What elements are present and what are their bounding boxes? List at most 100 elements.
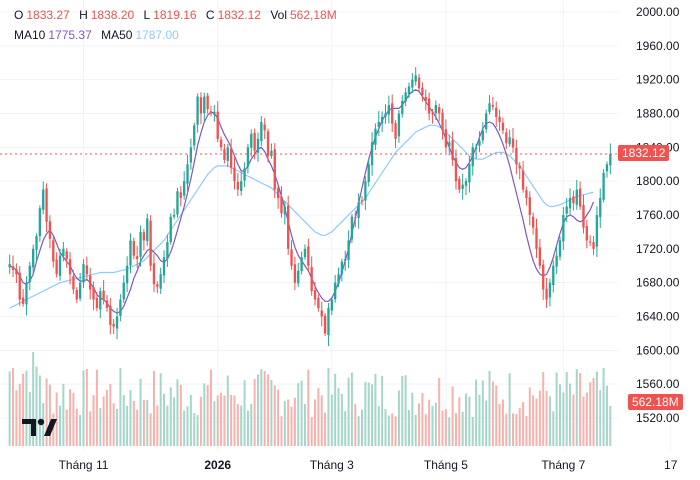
candle-body (592, 242, 595, 249)
candle-body (481, 130, 484, 141)
candle-body (478, 140, 481, 146)
ma50-value: 1787.00 (135, 28, 179, 42)
candle-body (15, 269, 18, 275)
candle-body (58, 255, 62, 276)
candle-body (394, 123, 397, 139)
candle-body (256, 138, 260, 153)
candle-body (555, 255, 558, 267)
volume-bar (491, 381, 494, 446)
volume-bar (488, 370, 491, 446)
volume-bar (337, 388, 340, 446)
volume-label: Vol (270, 8, 287, 22)
volume-bar (210, 369, 213, 446)
volume-bar (166, 405, 169, 446)
low-label: L (143, 8, 151, 22)
volume-bar (582, 396, 585, 446)
tradingview-logo-icon[interactable] (22, 416, 58, 438)
volume-bar (361, 409, 364, 446)
candle-body (354, 217, 357, 219)
candle-body (538, 247, 542, 266)
candle-body (52, 240, 55, 262)
volume-bar (377, 405, 380, 446)
y-tick-label: 1920.00 (636, 73, 680, 87)
volume-bar (45, 378, 48, 446)
candle-body (572, 196, 575, 204)
volume-bars (8, 352, 612, 446)
candle-body (266, 131, 270, 156)
volume-bar (159, 373, 162, 446)
volume-bar (532, 395, 535, 446)
volume-bar (270, 380, 273, 446)
candle-body (384, 113, 387, 117)
volume-bar (38, 375, 41, 446)
volume-bar (179, 384, 182, 446)
volume-bar (267, 374, 270, 446)
volume-bar (75, 408, 78, 446)
candle-body (552, 265, 555, 286)
volume-bar (236, 404, 239, 446)
candle-body (203, 96, 206, 114)
x-tick-label: Tháng 3 (310, 458, 354, 472)
y-axis: 2000.001960.001920.001880.001840.001800.… (636, 5, 680, 425)
volume-bar (99, 407, 102, 446)
candle-body (397, 113, 401, 137)
volume-bar (116, 408, 119, 446)
candle-body (297, 270, 300, 284)
candle-body (136, 256, 139, 259)
candle-body (495, 107, 498, 117)
candle-body (290, 249, 293, 266)
candle-body (471, 147, 474, 167)
volume-bar (381, 375, 384, 446)
volume-bar (230, 394, 233, 446)
candle-body (139, 231, 142, 257)
candle-body (484, 113, 488, 130)
volume-bar (552, 411, 555, 446)
candle-body (599, 198, 602, 218)
candle-body (182, 181, 186, 196)
volume-bar (471, 417, 474, 446)
candle-body (508, 137, 511, 145)
volume-bar (434, 402, 437, 446)
volume-bar (280, 416, 283, 446)
candle-body (431, 112, 434, 114)
candle-body (209, 111, 213, 114)
ma-legend: MA10 1775.37 MA50 1787.00 (14, 28, 179, 42)
candle-body (401, 100, 404, 114)
volume-bar (273, 385, 276, 446)
y-tick-label: 1760.00 (636, 208, 680, 222)
volume-bar (89, 411, 92, 446)
volume-bar (82, 370, 85, 446)
candle-body (28, 265, 31, 282)
candle-body (367, 164, 370, 182)
candle-body (193, 125, 196, 146)
volume-bar (12, 367, 15, 446)
volume-bar (193, 412, 196, 446)
volume-bar (206, 385, 209, 446)
candle-body (387, 105, 391, 115)
volume-bar (505, 413, 508, 446)
volume-bar (65, 409, 68, 446)
volume-bar (602, 367, 605, 446)
candle-body (488, 103, 491, 112)
candle-body (468, 164, 471, 183)
volume-bar (431, 405, 434, 446)
volume-bar (344, 411, 347, 446)
candle-body (85, 265, 89, 275)
candle-body (149, 220, 152, 266)
candle-body (528, 197, 531, 215)
ma50-path (9, 124, 594, 309)
candle-body (515, 147, 518, 165)
candle-body (179, 192, 182, 199)
volume-bar (119, 368, 122, 446)
y-tick-label: 1680.00 (636, 276, 680, 290)
candle-body (535, 228, 538, 249)
volume-bar (260, 369, 263, 446)
candle-body (142, 232, 146, 241)
candle-body (303, 248, 307, 258)
volume-bar (528, 387, 531, 446)
candle-body (609, 153, 612, 166)
close-value: 1832.12 (217, 8, 261, 22)
candle-body (75, 289, 78, 300)
volume-bar (163, 393, 166, 446)
